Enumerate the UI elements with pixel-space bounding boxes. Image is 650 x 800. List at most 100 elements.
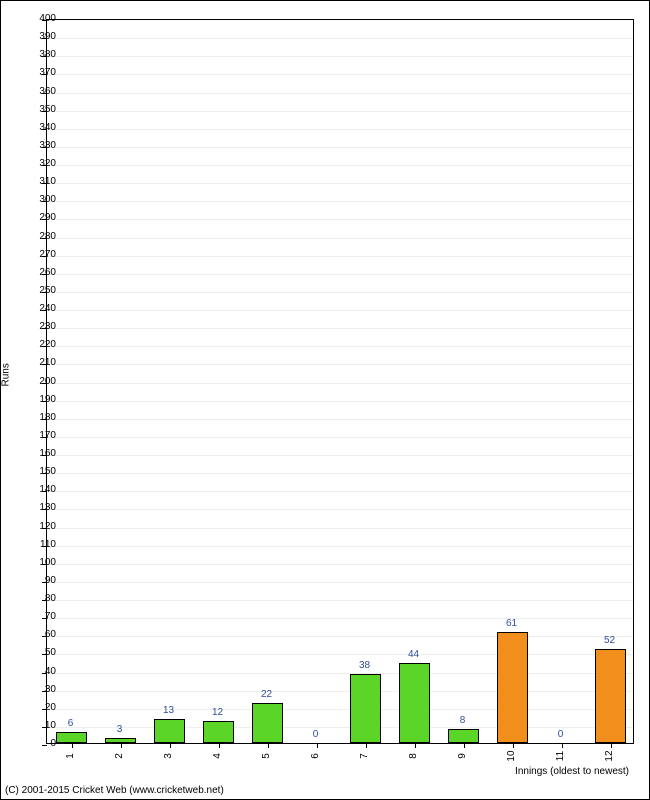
footer-copyright: (C) 2001-2015 Cricket Web (www.cricketwe… [5, 785, 224, 796]
x-tick [562, 743, 563, 748]
x-tick [611, 743, 612, 748]
gridline [47, 256, 633, 257]
gridline [47, 673, 633, 674]
y-tick-label: 80 [45, 594, 56, 604]
x-tick [464, 743, 465, 748]
y-tick-label: 150 [39, 467, 56, 477]
bar [154, 719, 186, 743]
x-tick [268, 743, 269, 748]
y-tick [42, 745, 47, 746]
y-tick-label: 210 [39, 358, 56, 368]
y-tick-label: 240 [39, 304, 56, 314]
gridline [47, 56, 633, 57]
x-tick-label: 5 [262, 753, 272, 759]
gridline [47, 93, 633, 94]
x-tick-label: 6 [311, 753, 321, 759]
bar-value-label: 13 [163, 706, 174, 716]
gridline [47, 201, 633, 202]
gridline [47, 473, 633, 474]
y-tick-label: 20 [45, 703, 56, 713]
x-tick-label: 3 [164, 753, 174, 759]
gridline [47, 509, 633, 510]
gridline [47, 111, 633, 112]
x-tick [513, 743, 514, 748]
y-tick-label: 280 [39, 232, 56, 242]
gridline [47, 600, 633, 601]
gridline [47, 618, 633, 619]
y-tick-label: 370 [39, 68, 56, 78]
gridline [47, 636, 633, 637]
x-tick [415, 743, 416, 748]
y-tick-label: 390 [39, 32, 56, 42]
y-tick-label: 230 [39, 322, 56, 332]
gridline [47, 582, 633, 583]
gridline [47, 491, 633, 492]
gridline [47, 74, 633, 75]
x-tick [170, 743, 171, 748]
gridline [47, 238, 633, 239]
gridline [47, 564, 633, 565]
y-tick-label: 320 [39, 159, 56, 169]
y-tick-label: 10 [45, 721, 56, 731]
gridline [47, 346, 633, 347]
bar [56, 732, 88, 743]
bar [203, 721, 235, 743]
x-tick-label: 10 [507, 750, 517, 761]
gridline [47, 401, 633, 402]
y-tick-label: 70 [45, 612, 56, 622]
x-tick [72, 743, 73, 748]
y-tick-label: 400 [39, 14, 56, 24]
bar-value-label: 12 [212, 708, 223, 718]
y-tick-label: 50 [45, 648, 56, 658]
y-tick-label: 330 [39, 141, 56, 151]
x-tick-label: 9 [458, 753, 468, 759]
y-tick-label: 170 [39, 431, 56, 441]
gridline [47, 292, 633, 293]
y-tick-label: 190 [39, 395, 56, 405]
gridline [47, 129, 633, 130]
gridline [47, 437, 633, 438]
gridline [47, 455, 633, 456]
y-tick-label: 40 [45, 667, 56, 677]
gridline [47, 310, 633, 311]
y-tick-label: 350 [39, 105, 56, 115]
gridline [47, 528, 633, 529]
bar-value-label: 52 [604, 636, 615, 646]
chart-container: Runs Innings (oldest to newest) (C) 2001… [0, 0, 650, 800]
y-tick-label: 200 [39, 377, 56, 387]
y-tick-label: 250 [39, 286, 56, 296]
gridline [47, 383, 633, 384]
gridline [47, 219, 633, 220]
gridline [47, 183, 633, 184]
y-tick-label: 260 [39, 268, 56, 278]
bar-value-label: 3 [117, 725, 123, 735]
gridline [47, 546, 633, 547]
y-axis-title: Runs [1, 363, 12, 386]
x-tick-label: 2 [115, 753, 125, 759]
gridline [47, 147, 633, 148]
bar-value-label: 6 [68, 719, 74, 729]
y-tick-label: 90 [45, 576, 56, 586]
y-tick-label: 340 [39, 123, 56, 133]
gridline [47, 727, 633, 728]
x-tick [121, 743, 122, 748]
x-axis-title: Innings (oldest to newest) [515, 766, 629, 777]
gridline [47, 328, 633, 329]
x-tick-label: 11 [556, 751, 566, 761]
x-tick [317, 743, 318, 748]
bar [252, 703, 284, 743]
gridline [47, 691, 633, 692]
bar [350, 674, 382, 743]
gridline [47, 709, 633, 710]
y-tick-label: 0 [50, 739, 56, 749]
y-tick-label: 290 [39, 213, 56, 223]
x-tick-label: 12 [605, 750, 615, 761]
gridline [47, 38, 633, 39]
y-tick-label: 180 [39, 413, 56, 423]
bar [399, 663, 431, 743]
bar-value-label: 0 [313, 730, 319, 740]
bar-value-label: 44 [408, 650, 419, 660]
bar [497, 632, 529, 743]
bar-value-label: 61 [506, 619, 517, 629]
x-tick [366, 743, 367, 748]
